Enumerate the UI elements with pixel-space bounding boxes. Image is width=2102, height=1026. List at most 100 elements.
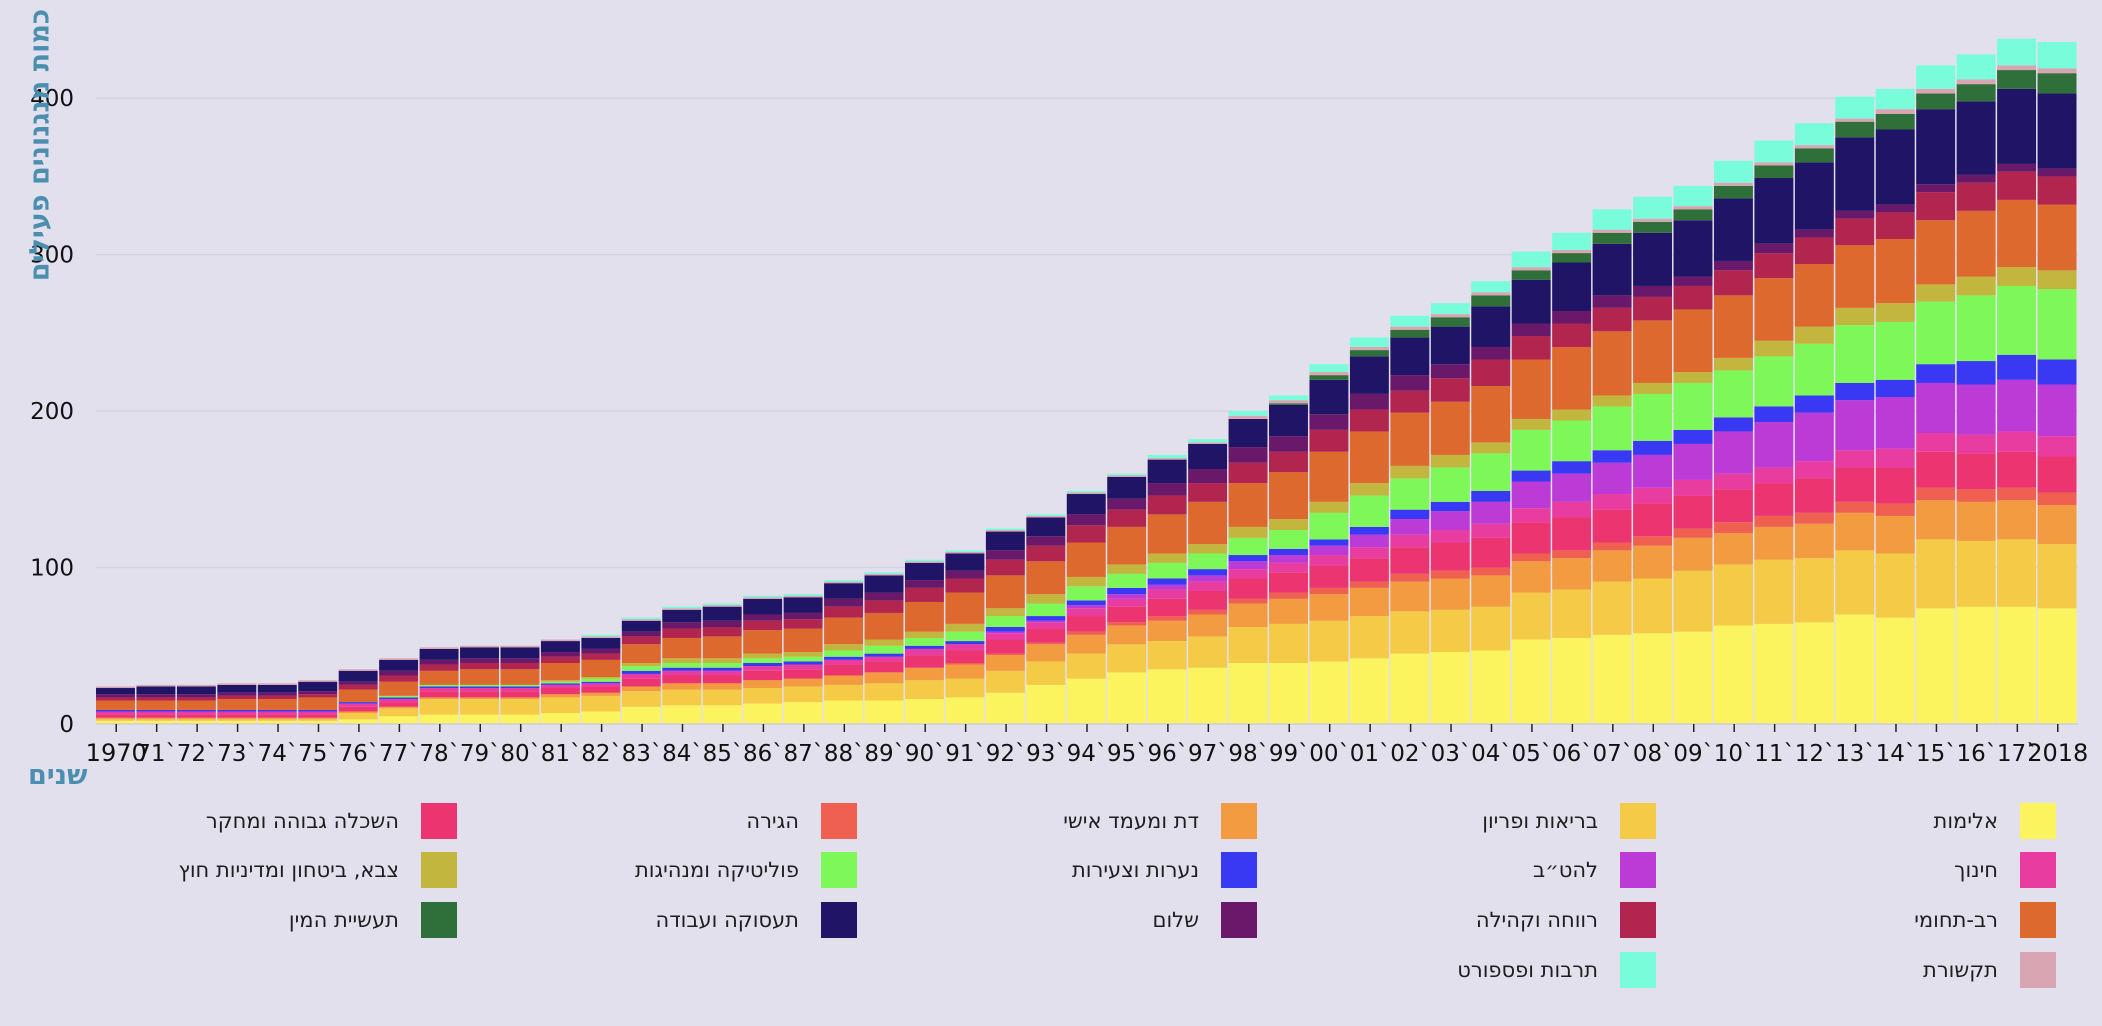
bar-segment-1971-11 bbox=[136, 697, 176, 701]
x-axis-title: שנים bbox=[28, 760, 88, 791]
bar-segment-1976-5 bbox=[338, 703, 378, 707]
legend-swatch bbox=[2020, 952, 2056, 988]
bar-segment-1980-7 bbox=[500, 686, 540, 689]
bar-segment-1994-11 bbox=[1066, 525, 1106, 543]
bar-segment-2000-8 bbox=[1309, 512, 1349, 540]
bar-segment-2012-5 bbox=[1794, 461, 1834, 479]
bar-segment-1984-16 bbox=[662, 606, 702, 609]
bar-segment-1990-9 bbox=[904, 631, 944, 638]
legend-label: פוליטיקה ומנהיגות bbox=[634, 858, 799, 882]
bar-segment-1996-5 bbox=[1147, 589, 1187, 599]
bar-segment-2007-6 bbox=[1592, 462, 1632, 495]
x-tick-label: 10` bbox=[1714, 741, 1755, 767]
bar-segment-2011-0 bbox=[1754, 623, 1794, 724]
bar-segment-2002-4 bbox=[1390, 547, 1430, 574]
bar-segment-1970-7 bbox=[96, 709, 135, 712]
x-tick-label: 86` bbox=[743, 741, 784, 767]
bar-segment-1985-10 bbox=[702, 636, 742, 659]
bar-segment-2002-15 bbox=[1390, 326, 1430, 330]
bar-segment-2000-15 bbox=[1309, 372, 1349, 376]
bar-segment-1991-12 bbox=[945, 570, 985, 579]
bar-segment-2013-10 bbox=[1835, 245, 1875, 308]
bar-segment-1993-16 bbox=[1026, 514, 1066, 516]
bar-segment-1986-1 bbox=[743, 688, 783, 704]
bar-segment-2004-12 bbox=[1471, 346, 1511, 360]
bar-segment-1976-7 bbox=[338, 702, 378, 704]
bar-segment-1984-10 bbox=[662, 637, 702, 659]
bar-segment-2005-14 bbox=[1511, 270, 1551, 280]
bar-segment-2002-14 bbox=[1390, 329, 1430, 338]
bar-segment-2005-1 bbox=[1511, 592, 1551, 640]
bar-segment-1982-11 bbox=[581, 653, 621, 660]
bar-segment-1999-4 bbox=[1269, 572, 1308, 593]
bar-segment-2012-0 bbox=[1794, 622, 1834, 724]
bar-segment-1983-7 bbox=[621, 670, 661, 674]
bar-segment-1994-15 bbox=[1066, 492, 1106, 495]
bar-segment-2003-9 bbox=[1430, 454, 1470, 468]
bar-segment-2016-2 bbox=[1956, 501, 1996, 541]
bar-segment-2015-1 bbox=[1916, 539, 1956, 609]
bar-segment-1986-15 bbox=[743, 597, 783, 599]
bar-segment-2018-5 bbox=[2037, 436, 2077, 457]
bar-segment-1975-0 bbox=[298, 720, 338, 724]
bar-segment-1976-12 bbox=[338, 681, 378, 685]
bar-segment-2014-16 bbox=[1875, 88, 1915, 110]
bar-segment-1978-7 bbox=[419, 686, 459, 689]
bar-segment-1995-2 bbox=[1107, 625, 1147, 645]
bar-segment-1994-9 bbox=[1066, 576, 1106, 587]
bar-segment-1992-7 bbox=[985, 627, 1025, 632]
legend-item: תרבות ופספורט bbox=[1457, 952, 1656, 988]
bar-segment-2006-3 bbox=[1552, 550, 1592, 559]
bar-segment-1990-7 bbox=[904, 645, 944, 649]
x-tick-label: 15` bbox=[1916, 741, 1957, 767]
bar-segment-2003-0 bbox=[1430, 652, 1470, 724]
bar-segment-1996-3 bbox=[1147, 616, 1187, 621]
x-tick-label: 14` bbox=[1876, 741, 1917, 767]
legend-item: תקשורת bbox=[1923, 952, 2056, 988]
bar-segment-2013-3 bbox=[1835, 501, 1875, 513]
bar-segment-2011-12 bbox=[1754, 243, 1794, 254]
bar-segment-1992-11 bbox=[985, 559, 1025, 576]
bar-segment-1995-13 bbox=[1107, 476, 1147, 499]
bar-segment-2001-6 bbox=[1349, 534, 1389, 548]
bar-segment-1974-5 bbox=[257, 711, 297, 715]
bar-segment-2015-2 bbox=[1916, 500, 1956, 540]
bar-segment-2015-9 bbox=[1916, 284, 1956, 302]
bar-segment-2010-8 bbox=[1713, 370, 1753, 418]
bar-segment-1992-10 bbox=[985, 575, 1025, 609]
bar-segment-2008-0 bbox=[1633, 633, 1673, 724]
bar-segment-1992-8 bbox=[985, 616, 1025, 627]
bar-segment-1982-13 bbox=[581, 637, 621, 649]
bar-segment-1988-1 bbox=[824, 684, 864, 701]
bar-segment-2016-8 bbox=[1956, 295, 1996, 362]
bar-segment-1998-5 bbox=[1228, 569, 1268, 579]
bar-segment-2010-11 bbox=[1713, 270, 1753, 296]
bar-segment-2008-9 bbox=[1633, 382, 1673, 394]
bar-segment-1988-9 bbox=[824, 644, 864, 651]
bar-segment-1995-6 bbox=[1107, 594, 1147, 599]
bar-segment-1985-5 bbox=[702, 670, 742, 676]
bar-segment-1983-8 bbox=[621, 666, 661, 671]
bar-segment-1984-1 bbox=[662, 689, 702, 706]
bar-segment-2004-11 bbox=[1471, 359, 1511, 387]
bar-segment-1984-13 bbox=[662, 609, 702, 623]
bar-segment-2010-12 bbox=[1713, 260, 1753, 271]
bar-segment-2016-14 bbox=[1956, 84, 1996, 102]
bar-segment-1979-1 bbox=[460, 698, 499, 715]
bar-segment-2013-0 bbox=[1835, 614, 1875, 724]
bar-segment-1995-7 bbox=[1107, 587, 1147, 595]
bar-segment-2001-11 bbox=[1349, 409, 1389, 432]
legend-item: נערות וצעירות bbox=[1072, 852, 1257, 888]
bar-segment-2007-13 bbox=[1592, 243, 1632, 296]
bar-segment-2008-15 bbox=[1633, 218, 1673, 222]
bar-segment-1996-9 bbox=[1147, 553, 1187, 563]
bar-segment-1992-6 bbox=[985, 631, 1025, 634]
bar-segment-2010-3 bbox=[1713, 522, 1753, 534]
x-tick-label: 79` bbox=[460, 741, 501, 767]
bar-segment-2017-15 bbox=[1997, 65, 2037, 71]
bar-segment-2008-7 bbox=[1633, 440, 1673, 455]
bar-segment-2010-6 bbox=[1713, 431, 1753, 474]
bar-segment-1986-13 bbox=[743, 598, 783, 615]
bar-segment-2013-6 bbox=[1835, 400, 1875, 451]
bar-segment-1996-11 bbox=[1147, 495, 1187, 515]
